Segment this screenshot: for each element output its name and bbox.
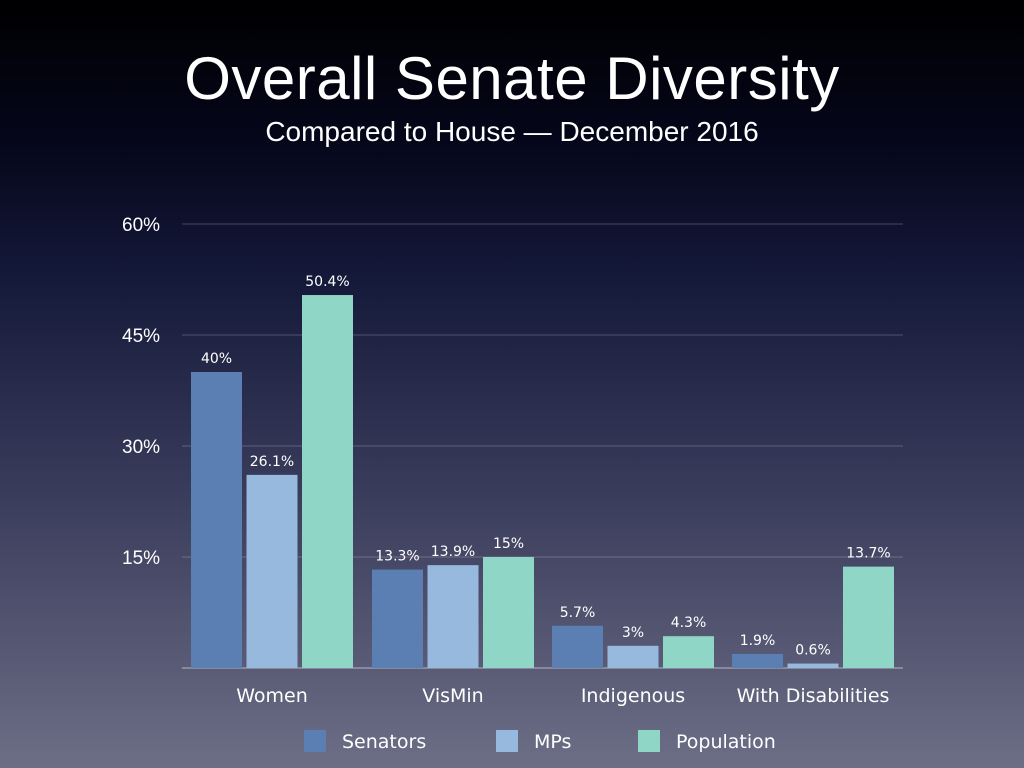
data-label: 26.1% — [250, 454, 294, 470]
x-tick-label: Indigenous — [581, 685, 685, 707]
y-tick-label: 60% — [122, 215, 160, 236]
legend-swatch-population — [638, 730, 660, 752]
data-label: 50.4% — [305, 274, 349, 290]
data-label: 40% — [201, 351, 232, 367]
bar-mps-vismin — [427, 565, 479, 668]
data-labels: 40% 26.1% 50.4% 13.3% 13.9% 15% 5.7% 3% 4.3% 1.9%… — [201, 274, 891, 659]
data-label: 0.6% — [795, 643, 831, 659]
bar-senators-indigenous — [552, 625, 603, 668]
x-axis: Women VisMin Indigenous With Disabilities — [236, 685, 889, 707]
data-label: 4.3% — [671, 615, 707, 631]
y-tick-label: 30% — [122, 437, 160, 458]
data-label: 5.7% — [560, 605, 596, 621]
x-tick-label: VisMin — [422, 685, 483, 707]
slide-title: Overall Senate Diversity — [184, 45, 840, 112]
legend: Senators MPs Population — [304, 730, 776, 753]
y-axis: 15% 30% 45% 60% — [122, 215, 160, 569]
bar-population-vismin — [483, 557, 534, 668]
legend-label-senators: Senators — [342, 731, 426, 753]
bar-senators-vismin — [372, 569, 423, 668]
legend-label-mps: MPs — [534, 731, 571, 753]
x-tick-label: With Disabilities — [737, 685, 890, 707]
data-label: 3% — [622, 625, 644, 641]
y-tick-label: 45% — [122, 326, 160, 347]
bar-mps-women — [246, 474, 298, 668]
x-tick-label: Women — [236, 685, 308, 707]
legend-label-population: Population — [676, 731, 776, 753]
legend-swatch-senators — [304, 730, 326, 752]
bar-population-indigenous — [663, 636, 714, 668]
y-tick-label: 15% — [122, 548, 160, 569]
bars — [191, 295, 894, 668]
bar-population-with-disabilities — [843, 566, 894, 668]
bar-mps-with-disabilities — [787, 663, 839, 668]
bar-population-women — [302, 295, 353, 668]
data-label: 13.3% — [375, 549, 419, 565]
bar-senators-women — [191, 372, 242, 668]
bar-senators-with-disabilities — [732, 653, 783, 668]
data-label: 13.9% — [431, 544, 475, 560]
data-label: 1.9% — [740, 633, 776, 649]
bar-mps-indigenous — [607, 645, 659, 668]
data-label: 15% — [493, 536, 524, 552]
slide-subtitle: Compared to House — December 2016 — [265, 116, 759, 147]
data-label: 13.7% — [846, 546, 890, 562]
legend-swatch-mps — [496, 730, 518, 752]
